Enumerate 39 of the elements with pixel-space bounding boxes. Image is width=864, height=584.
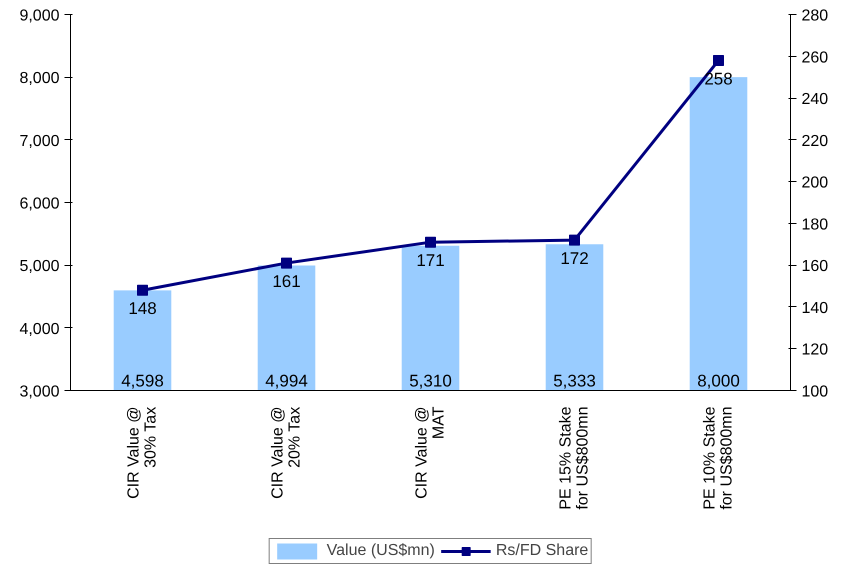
- y-tick-label: 9,000: [19, 8, 60, 24]
- y-tick-label: 5,000: [19, 258, 60, 276]
- data-label: 5,333: [553, 372, 596, 390]
- data-label: 258: [704, 69, 733, 88]
- x-tick-label: PE 10% Stake for US$800mn: [702, 406, 736, 510]
- point: [281, 258, 292, 269]
- point: [569, 234, 580, 246]
- y2-tick-label: 140: [802, 300, 828, 317]
- legend-label: Value (US$mn): [326, 542, 435, 560]
- y-tick-label: 8,000: [19, 70, 60, 88]
- data-label: 4,994: [265, 372, 308, 390]
- y2-tick-label: 260: [802, 49, 828, 66]
- data-label: 8,000: [697, 372, 740, 390]
- y2-tick-label: 120: [802, 342, 828, 359]
- x-tick-label: CIR Value @ 30% Tax: [126, 406, 160, 499]
- data-label: 161: [272, 272, 301, 292]
- y2-tick-label: 180: [802, 216, 828, 234]
- point: [137, 284, 148, 296]
- x-tick-label: CIR Value @ 20% Tax: [270, 406, 304, 499]
- point: [713, 54, 724, 66]
- y2-tick-label: 240: [802, 91, 828, 108]
- x-tick-label: PE 15% Stake for US$800mn: [558, 406, 592, 510]
- y-tick-label: 7,000: [19, 132, 60, 150]
- y-tick-label: 6,000: [19, 196, 60, 212]
- y-tick-label: 4,000: [19, 320, 60, 338]
- y2-tick-label: 220: [802, 132, 828, 150]
- data-label: 172: [560, 249, 589, 268]
- data-label: 148: [128, 299, 157, 318]
- y2-tick-label: 100: [802, 384, 828, 400]
- y-tick-label: 3,000: [19, 384, 60, 400]
- x-tick-label: CIR Value @ MAT: [414, 406, 448, 499]
- y2-tick-label: 160: [802, 258, 828, 276]
- data-label: 5,310: [409, 372, 452, 390]
- y2-tick-label: 280: [802, 8, 828, 24]
- legend-label: Rs/FD Share: [496, 542, 588, 560]
- y2-tick-label: 200: [802, 174, 828, 192]
- data-label: 4,598: [121, 372, 164, 390]
- point: [425, 236, 436, 248]
- data-label: 171: [416, 251, 445, 270]
